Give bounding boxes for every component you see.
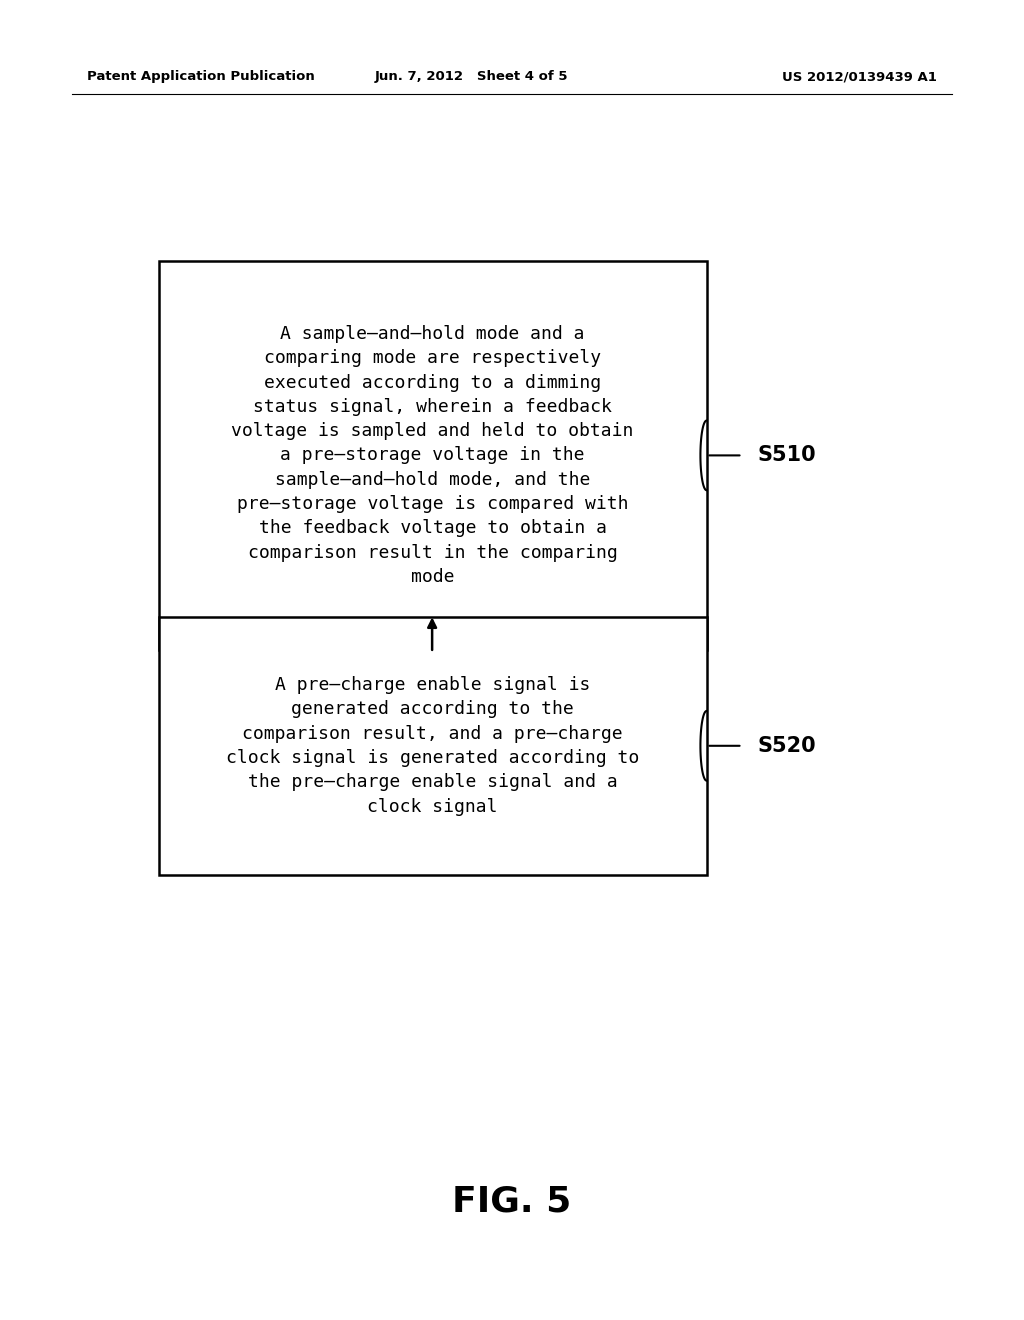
Bar [159,618,707,874]
Text: A sample–and–hold mode and a
comparing mode are respectively
executed according : A sample–and–hold mode and a comparing m… [231,325,634,586]
Text: FIG. 5: FIG. 5 [453,1184,571,1218]
Text: US 2012/0139439 A1: US 2012/0139439 A1 [782,70,937,83]
Bar [159,261,707,649]
Text: Patent Application Publication: Patent Application Publication [87,70,314,83]
Text: A pre–charge enable signal is
generated according to the
comparison result, and : A pre–charge enable signal is generated … [226,676,639,816]
Text: Jun. 7, 2012   Sheet 4 of 5: Jun. 7, 2012 Sheet 4 of 5 [375,70,567,83]
Text: S520: S520 [758,735,816,756]
Text: S510: S510 [758,445,816,466]
